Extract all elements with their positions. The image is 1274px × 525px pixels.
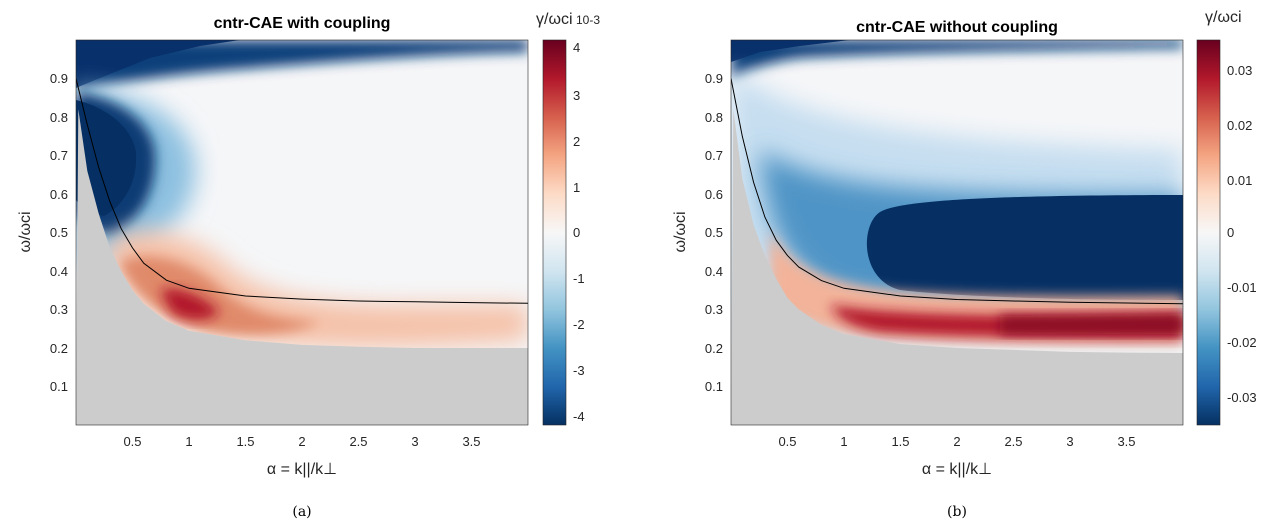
colorbar-tick-label: 4 [573,40,580,55]
colorbar-tick-label: 0.03 [1227,63,1252,78]
panel-b-x-axis-label: α = k||/k⊥ [922,461,992,478]
panel-a-x-ticks: 0.5 1 1.5 2 2.5 3 3.5 [123,434,480,449]
colorbar-tick-label: 0.01 [1227,173,1252,188]
y-tick-label: 0.8 [705,110,723,125]
x-tick-label: 1 [840,434,847,449]
x-tick-label: 1.5 [891,434,909,449]
panel-a-x-axis-label: α = k||/k⊥ [267,461,337,478]
panel-a-colorbar-label: γ/ωci [536,11,573,28]
panel-a-y-axis-label: ω/ωci [17,212,34,253]
panel-a-caption: (a) [292,504,311,520]
x-tick-label: 3 [1066,434,1073,449]
panel-a-unstable-peak [160,288,220,320]
y-tick-label: 0.2 [50,341,68,356]
panel-a-damped-top-core [76,40,240,88]
y-tick-label: 0.5 [50,225,68,240]
colorbar-tick-label: 0 [1227,225,1234,240]
y-tick-label: 0.4 [50,264,68,279]
panel-b-x-ticks: 0.5 1 1.5 2 2.5 3 3.5 [778,434,1135,449]
x-tick-label: 3.5 [1117,434,1135,449]
panel-a-dispersion-curve [76,78,528,304]
x-tick-label: 1 [185,434,192,449]
y-tick-label: 0.9 [50,71,68,86]
colorbar-tick-label: 2 [573,134,580,149]
y-tick-label: 0.3 [705,302,723,317]
panel-a-heatmap [76,40,528,425]
y-tick-label: 0.4 [705,264,723,279]
x-tick-label: 2 [953,434,960,449]
colorbar-tick-label: -0.03 [1227,390,1257,405]
y-tick-label: 0.7 [50,148,68,163]
x-tick-label: 0.5 [778,434,796,449]
x-tick-label: 3.5 [462,434,480,449]
panel-b-colorbar: 0.03 0.02 0.01 0 -0.01 -0.02 -0.03 γ/ωci [1196,9,1257,426]
colorbar-tick-label: 1 [573,180,580,195]
x-tick-label: 1.5 [236,434,254,449]
panel-b-caption: (b) [947,504,967,520]
colorbar-tick-label: -1 [573,271,585,286]
panel-a-colorbar-exponent: 10-3 [576,13,600,27]
panel-a: cntr-CAE with coupling 0.5 1 1.5 2 [17,11,600,520]
colorbar-tick-label: 3 [573,88,580,103]
panel-b: cntr-CAE without coupling 0.5 1 1.5 [672,9,1257,520]
panel-a-title: cntr-CAE with coupling [214,15,391,32]
panel-b-damped-core [866,195,1183,300]
y-tick-label: 0.8 [50,110,68,125]
panel-b-unstable-peak [1000,314,1183,334]
x-tick-label: 2.5 [1004,434,1022,449]
x-tick-label: 0.5 [123,434,141,449]
colorbar-tick-label: -4 [573,409,585,424]
panel-b-colorbar-label: γ/ωci [1205,9,1242,26]
panel-a-no-solution-region [76,109,528,425]
y-tick-label: 0.6 [50,187,68,202]
colorbar-tick-label: 0 [573,225,580,240]
panel-a-colorbar: 4 3 2 1 0 -1 -2 -3 -4 γ/ωci 10-3 [536,11,600,426]
colorbar-tick-label: -0.01 [1227,280,1257,295]
y-tick-label: 0.6 [705,187,723,202]
panel-b-heatmap [731,40,1183,425]
colorbar-tick-label: -2 [573,317,585,332]
y-tick-label: 0.1 [705,379,723,394]
panel-b-y-axis-label: ω/ωci [672,212,689,253]
y-tick-label: 0.7 [705,148,723,163]
panel-b-title: cntr-CAE without coupling [856,19,1058,36]
panel-a-damped-top-band [76,40,528,90]
x-tick-label: 3 [411,434,418,449]
panel-a-unstable-band [120,256,320,335]
y-tick-label: 0.9 [705,71,723,86]
panel-a-y-ticks: 0.1 0.2 0.3 0.4 0.5 0.6 0.7 0.8 0.9 [50,71,68,394]
panel-b-no-solution-region [731,109,1183,425]
colorbar-tick-label: 0.02 [1227,118,1252,133]
panel-a-axes-box [75,39,529,426]
panel-b-dispersion-curve [731,78,1183,305]
y-tick-label: 0.1 [50,379,68,394]
panel-b-damped-top-core [731,40,850,62]
x-tick-label: 2.5 [349,434,367,449]
panel-b-axes-box [730,39,1184,426]
colorbar-tick-label: -3 [573,363,585,378]
panel-a-colorbar-gradient [542,39,567,426]
x-tick-label: 2 [298,434,305,449]
y-tick-label: 0.3 [50,302,68,317]
y-tick-label: 0.5 [705,225,723,240]
panel-b-y-ticks: 0.1 0.2 0.3 0.4 0.5 0.6 0.7 0.8 0.9 [705,71,723,394]
colorbar-tick-label: -0.02 [1227,335,1257,350]
panel-b-colorbar-gradient [1196,39,1221,426]
y-tick-label: 0.2 [705,341,723,356]
panel-b-damped-top-band [731,40,1183,80]
